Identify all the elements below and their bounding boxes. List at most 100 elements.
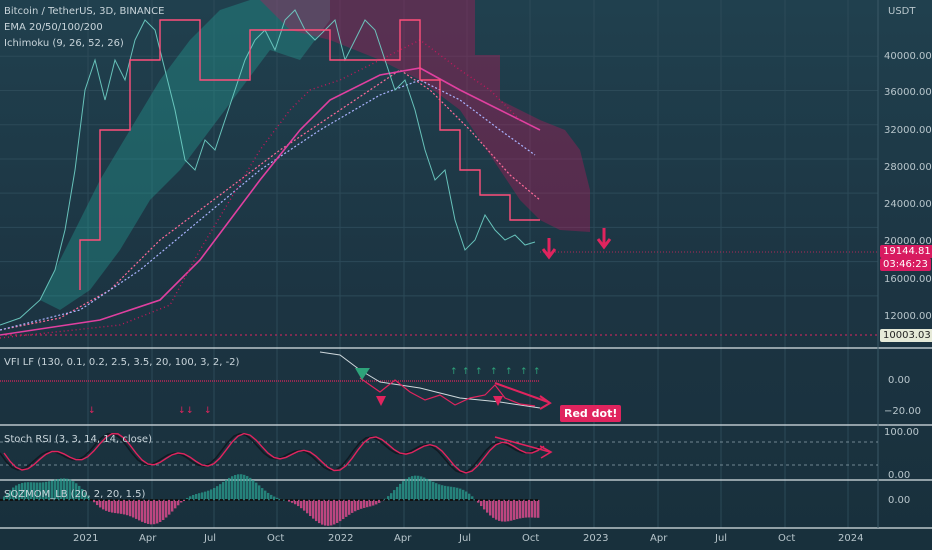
sqz-histogram-bar <box>300 500 303 509</box>
sqz-histogram-bar <box>312 500 315 519</box>
red-dot-annotation[interactable]: Red dot! <box>560 405 622 422</box>
sqz-histogram-bar <box>21 482 24 500</box>
sqz-histogram-bar <box>270 494 273 500</box>
price-axis-unit: USDT <box>888 6 916 17</box>
sqz-histogram-bar <box>252 480 255 500</box>
sqz-histogram-bar <box>141 500 144 522</box>
price-tick: 28000.00 <box>884 162 932 173</box>
sqz-histogram-bar <box>165 500 168 518</box>
vfi-down-marker: ↓ <box>88 406 96 416</box>
sqz-histogram-bar <box>444 485 447 500</box>
sqz-histogram-bar <box>222 482 225 500</box>
sqz-histogram-bar <box>18 483 21 500</box>
sqz-histogram-bar <box>261 488 264 500</box>
sqz-histogram-bar <box>273 496 276 500</box>
time-tick: Apr <box>139 533 157 544</box>
vfi-trend-arrow <box>494 382 549 403</box>
sqz-histogram-bar <box>408 477 411 500</box>
price-tick: 12000.00 <box>884 311 932 322</box>
stoch-tick: 0.00 <box>888 470 911 481</box>
sqz-histogram-bar <box>78 485 81 500</box>
sqz-histogram-bar <box>177 500 180 506</box>
sqz-histogram-bar <box>159 500 162 523</box>
sqz-histogram-bar <box>237 474 240 500</box>
sqz-histogram-bar <box>342 500 345 520</box>
sqz-legend[interactable]: SQZMOM_LB (20, 2, 20, 1.5) <box>4 489 146 500</box>
time-tick: Apr <box>394 533 412 544</box>
sqz-tick: 0.00 <box>888 495 911 506</box>
ema-200-line <box>0 39 521 339</box>
sqz-histogram-bar <box>45 481 48 500</box>
sqz-histogram-bar <box>12 487 15 500</box>
sqz-histogram-bar <box>465 491 468 500</box>
sqz-histogram-bar <box>348 500 351 515</box>
time-tick: Jul <box>459 533 472 544</box>
sqz-histogram-bar <box>249 477 252 500</box>
sqz-histogram-bar <box>228 477 231 500</box>
sqz-histogram-bar <box>282 499 285 501</box>
sqz-histogram-bar <box>297 500 300 507</box>
ichimoku-red-cloud <box>260 0 590 232</box>
sqz-histogram-bar <box>501 500 504 522</box>
sqz-histogram-bar <box>189 496 192 500</box>
time-tick: Jul <box>715 533 728 544</box>
sqz-histogram-bar <box>396 486 399 500</box>
sqz-histogram-bar <box>138 500 141 521</box>
sqz-histogram-bar <box>6 493 9 500</box>
sqz-histogram-bar <box>477 500 480 503</box>
sqz-histogram-bar <box>72 481 75 500</box>
sqz-histogram-bar <box>375 500 378 505</box>
vfi-signal-line <box>319 351 541 409</box>
sqz-histogram-bar <box>369 500 372 507</box>
sqz-histogram-bar <box>117 500 120 514</box>
time-tick: 2022 <box>328 533 354 544</box>
ichimoku-legend[interactable]: Ichimoku (9, 26, 52, 26) <box>4 38 124 49</box>
ema-100-line <box>0 67 541 336</box>
stoch-tick: 100.00 <box>884 427 919 438</box>
sqz-histogram-bar <box>345 500 348 517</box>
sqz-histogram-bar <box>315 500 318 522</box>
sqz-histogram-bar <box>171 500 174 512</box>
sqz-histogram-bar <box>198 493 201 500</box>
sqz-histogram-bar <box>156 500 159 524</box>
sqz-histogram-bar <box>531 500 534 518</box>
bar-countdown-badge: 03:46:23 <box>880 258 931 271</box>
sqz-histogram-bar <box>498 500 501 521</box>
vfi-up-marker: ↑ <box>533 367 541 377</box>
sqz-histogram-bar <box>75 483 78 500</box>
sqz-histogram-bar <box>144 500 147 524</box>
sqz-histogram-bar <box>378 500 381 503</box>
sqz-histogram-bar <box>36 482 39 500</box>
vfi-down-marker: ↓ <box>178 406 186 416</box>
sqz-histogram-bar <box>414 475 417 500</box>
sqz-histogram-bar <box>102 500 105 510</box>
sqz-histogram-bar <box>93 500 96 503</box>
sqz-histogram-bar <box>39 482 42 500</box>
price-tick: 36000.00 <box>884 87 932 98</box>
sqz-histogram-bar <box>216 486 219 500</box>
sqz-histogram-bar <box>219 484 222 500</box>
ema-legend[interactable]: EMA 20/50/100/200 <box>4 22 103 33</box>
sqz-histogram-bar <box>426 478 429 500</box>
sqz-histogram-bar <box>393 490 396 500</box>
symbol-legend[interactable]: Bitcoin / TetherUS, 3D, BINANCE <box>4 6 165 17</box>
stoch-legend[interactable]: Stoch RSI (3, 3, 14, 14, close) <box>4 434 152 445</box>
vfi-legend[interactable]: VFI LF (130, 0.1, 0.2, 2.5, 3.5, 20, 100… <box>4 357 240 368</box>
sqz-histogram-bar <box>357 500 360 510</box>
sqz-histogram-bar <box>132 500 135 518</box>
price-tick: 24000.00 <box>884 199 932 210</box>
sqz-histogram-bar <box>330 500 333 526</box>
sqz-histogram-bar <box>180 500 183 503</box>
sqz-histogram-bar <box>294 500 297 505</box>
sqz-histogram-bar <box>87 495 90 500</box>
vfi-up-marker: ↑ <box>462 367 470 377</box>
sqz-histogram-bar <box>456 487 459 500</box>
sqz-histogram-bar <box>147 500 150 524</box>
sqz-histogram-bar <box>453 487 456 500</box>
sqz-histogram-bar <box>258 485 261 500</box>
sqz-histogram-bar <box>303 500 306 511</box>
sqz-histogram-bar <box>42 482 45 500</box>
sqz-histogram-bar <box>15 485 18 500</box>
